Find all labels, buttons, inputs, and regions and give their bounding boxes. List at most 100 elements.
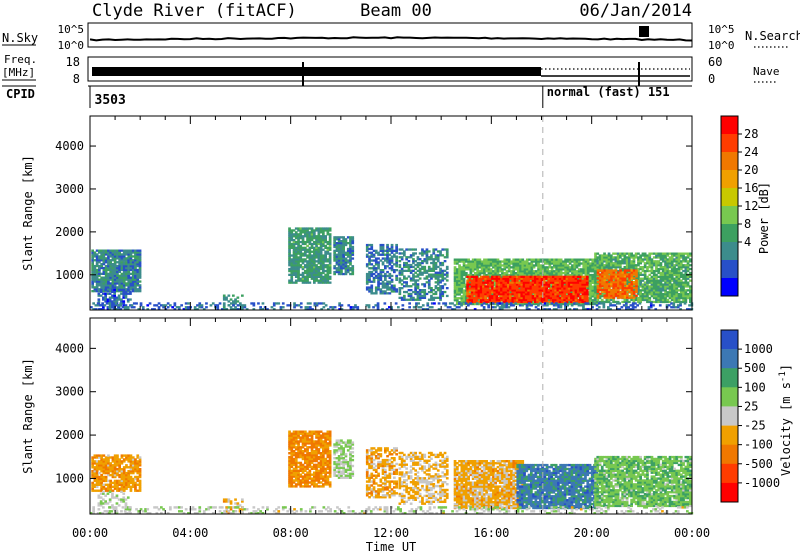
heatmap-cell xyxy=(677,300,681,304)
heatmap-cell xyxy=(395,265,398,268)
heatmap-cell xyxy=(492,258,495,261)
heatmap-cell xyxy=(664,295,667,298)
heatmap-cell xyxy=(222,302,226,305)
heatmap-cell xyxy=(509,296,512,300)
heatmap-cell xyxy=(675,267,679,271)
heatmap-cell xyxy=(122,251,126,254)
heatmap-cell xyxy=(536,277,539,280)
heatmap-cell xyxy=(552,285,555,288)
heatmap-cell xyxy=(589,279,592,282)
heatmap-cell xyxy=(474,258,477,261)
heatmap-cell xyxy=(686,260,690,263)
heatmap-cell xyxy=(610,294,613,297)
heatmap-cell xyxy=(301,262,305,265)
heatmap-cell xyxy=(682,254,685,257)
heatmap-cell xyxy=(456,260,459,263)
heatmap-cell xyxy=(290,242,294,246)
heatmap-cell xyxy=(686,256,690,259)
heatmap-cell xyxy=(349,251,352,254)
heatmap-cell xyxy=(543,291,546,294)
heatmap-cell xyxy=(534,287,537,290)
heatmap-cell xyxy=(328,252,332,255)
heatmap-cell xyxy=(661,273,665,276)
heatmap-cell xyxy=(603,294,607,297)
beam-label: Beam 00 xyxy=(360,1,432,21)
heatmap-cell xyxy=(306,269,309,273)
heatmap-cell xyxy=(547,283,551,286)
heatmap-cell xyxy=(675,300,679,304)
heatmap-cell xyxy=(586,264,590,267)
heatmap-cell xyxy=(556,293,560,296)
heatmap-cell xyxy=(483,272,486,275)
heatmap-cell xyxy=(313,229,316,232)
heatmap-cell xyxy=(344,259,348,262)
heatmap-cell xyxy=(509,293,512,296)
heatmap-cell xyxy=(686,267,690,271)
heatmap-cell xyxy=(591,289,595,292)
heatmap-cell xyxy=(351,272,355,276)
heatmap-cell xyxy=(684,275,688,278)
heatmap-cell xyxy=(509,287,512,290)
heatmap-cell xyxy=(418,252,422,255)
heatmap-cell xyxy=(458,281,461,284)
heatmap-cell xyxy=(479,289,483,292)
heatmap-cell xyxy=(666,295,670,298)
heatmap-cell xyxy=(556,300,560,304)
heatmap-cell xyxy=(91,272,94,275)
heatmap-cell xyxy=(340,249,343,252)
heatmap-cell xyxy=(111,270,115,273)
heatmap-cell xyxy=(571,258,574,261)
heatmap-cell xyxy=(294,281,298,284)
heatmap-cell xyxy=(475,287,478,290)
heatmap-cell xyxy=(324,256,327,259)
heatmap-cell xyxy=(540,287,544,290)
heatmap-cell xyxy=(328,262,332,265)
heatmap-cell xyxy=(524,289,528,292)
heatmap-cell xyxy=(374,274,378,278)
heatmap-cell xyxy=(100,259,103,262)
heatmap-cell xyxy=(585,277,589,280)
heatmap-cell xyxy=(474,264,477,267)
heatmap-cell xyxy=(643,262,647,265)
heatmap-cell xyxy=(317,231,321,234)
heatmap-cell xyxy=(561,281,564,284)
heatmap-cell xyxy=(584,260,588,263)
heatmap-cell xyxy=(677,298,681,302)
heatmap-cell xyxy=(299,231,303,234)
heatmap-cell xyxy=(479,298,483,302)
heatmap-cell xyxy=(294,233,298,236)
heatmap-cell xyxy=(610,284,613,288)
heatmap-cell xyxy=(626,292,629,295)
heatmap-cell xyxy=(689,271,692,275)
heatmap-cell xyxy=(418,298,422,301)
heatmap-cell xyxy=(506,275,510,278)
heatmap-cell xyxy=(469,262,473,265)
heatmap-cell xyxy=(381,290,385,293)
heatmap-cell xyxy=(104,268,108,272)
heatmap-cell xyxy=(646,287,649,290)
heatmap-cell xyxy=(670,287,674,290)
heatmap-cell xyxy=(317,240,321,244)
heatmap-cell xyxy=(576,283,580,286)
heatmap-cell xyxy=(545,281,548,284)
heatmap-cell xyxy=(467,260,470,263)
heatmap-cell xyxy=(594,260,597,263)
heatmap-cell xyxy=(136,264,140,268)
heatmap-cell xyxy=(668,283,672,286)
heatmap-cell xyxy=(575,273,579,277)
freq-label-1: Freq. xyxy=(4,53,37,66)
heatmap-cell xyxy=(600,287,604,290)
heatmap-cell xyxy=(498,268,502,271)
heatmap-cell xyxy=(308,258,312,261)
heatmap-cell xyxy=(297,233,300,236)
heatmap-cell xyxy=(596,279,600,282)
heatmap-cell xyxy=(537,258,540,261)
heatmap-cell xyxy=(677,258,681,261)
heatmap-cell xyxy=(564,258,567,261)
heatmap-cell xyxy=(520,298,524,302)
heatmap-cell xyxy=(593,301,597,304)
heatmap-cell xyxy=(655,291,658,294)
heatmap-cell xyxy=(661,293,665,296)
heatmap-cell xyxy=(115,296,119,299)
heatmap-cell xyxy=(544,270,547,273)
